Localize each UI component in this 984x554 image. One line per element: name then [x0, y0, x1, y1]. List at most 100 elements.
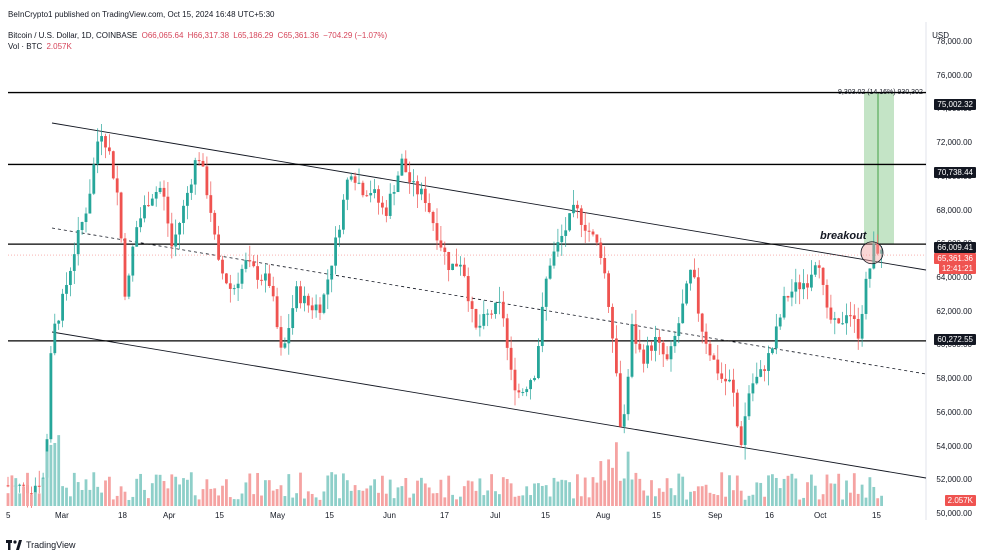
volume-bar — [810, 474, 813, 506]
x-tick-label: 15 — [872, 511, 881, 520]
candle-body — [228, 283, 232, 289]
volume-bar — [166, 488, 170, 506]
volume-bar — [798, 499, 802, 506]
volume-bar — [868, 477, 872, 506]
volume-bar — [654, 496, 657, 506]
volume-bar — [568, 482, 571, 506]
candle-body — [735, 392, 739, 427]
volume-bar — [22, 486, 25, 506]
candle-body — [755, 376, 759, 384]
candle-body — [72, 254, 76, 271]
volume-bar — [361, 490, 365, 506]
volume-bar — [490, 474, 493, 506]
candle-body — [104, 136, 107, 148]
y-tick-label: 64,000.00 — [936, 273, 972, 283]
volume-bar — [57, 435, 61, 506]
volume-bar — [182, 478, 185, 506]
volume-bar — [459, 496, 462, 506]
volume-line[interactable]: Vol · BTC 2.057K — [8, 42, 74, 51]
candle-body — [205, 166, 209, 196]
candle-body — [478, 325, 482, 328]
volume-bar — [96, 486, 100, 506]
candle-body — [681, 303, 685, 324]
volume-tag: 2.057K — [944, 495, 976, 506]
volume-bar — [69, 496, 72, 506]
candle-body — [451, 263, 454, 271]
x-tick-label: Jun — [383, 511, 396, 520]
candle-body — [525, 389, 529, 393]
volume-bar — [525, 486, 529, 506]
volume-bar — [271, 490, 275, 506]
volume-bar — [338, 498, 341, 506]
volume-bar — [310, 493, 314, 506]
volume-bar — [275, 489, 279, 506]
x-tick-label: 17 — [440, 511, 449, 520]
volume-bar — [14, 478, 18, 506]
candle-body — [798, 282, 802, 290]
x-tick-label: 15 — [541, 511, 550, 520]
x-tick-label: 15 — [325, 511, 334, 520]
publisher-text: BeInCrypto1 published on TradingView.com… — [8, 10, 275, 19]
volume-bar — [84, 479, 88, 506]
candle-body — [76, 230, 80, 255]
volume-bar — [880, 495, 883, 506]
candle-body — [759, 369, 763, 377]
candle-body — [189, 184, 193, 193]
volume-bar — [420, 477, 423, 506]
candle-body — [821, 267, 825, 285]
y-tick-label: 78,000.00 — [936, 37, 972, 47]
candle-body — [400, 158, 404, 176]
candle-body — [84, 213, 88, 223]
candle-body — [388, 193, 392, 216]
countdown-tag: 12:41:21 — [938, 263, 976, 274]
volume-bar — [252, 494, 256, 506]
volume-bar — [267, 480, 271, 506]
candle-body — [872, 243, 876, 269]
x-tick-label: 15 — [652, 511, 661, 520]
volume-bar — [260, 495, 263, 506]
volume-bar — [100, 492, 103, 506]
volume-bar — [759, 482, 763, 506]
candle-body — [669, 346, 673, 360]
candle-body — [482, 313, 486, 326]
footer-brand[interactable]: TradingView — [6, 540, 76, 550]
volume-bar — [326, 475, 330, 506]
volume-bar — [244, 482, 248, 506]
candle-body — [30, 493, 33, 495]
volume-bar — [193, 495, 197, 506]
x-tick-label: 15 — [215, 511, 224, 520]
candle-body — [751, 383, 755, 394]
volume-bar — [849, 492, 852, 506]
candle-body — [876, 243, 880, 254]
candle-body — [447, 252, 451, 271]
volume-bar — [778, 488, 782, 506]
volume-bar — [657, 488, 661, 506]
volume-bar — [646, 495, 649, 506]
volume-bar — [817, 499, 821, 506]
volume-bar — [833, 483, 837, 506]
candle-body — [533, 378, 536, 381]
y-tick-label: 52,000.00 — [936, 475, 972, 485]
candle-body — [162, 187, 166, 197]
candle-body — [299, 286, 302, 304]
volume-bar — [104, 480, 107, 506]
candle-body — [771, 348, 774, 354]
candle-body — [143, 205, 146, 219]
x-tick-label: 5 — [6, 511, 11, 520]
candle-body — [852, 315, 856, 319]
volume-bar — [572, 498, 575, 506]
candle-body — [782, 295, 786, 318]
candle-body — [287, 328, 291, 344]
candle-body — [459, 264, 462, 267]
volume-bar — [139, 473, 142, 506]
candle-body — [221, 259, 224, 274]
volume-bar — [431, 493, 435, 506]
candle-body — [37, 485, 41, 487]
volume-bar — [642, 490, 646, 506]
volume-bar — [767, 475, 770, 506]
candle-body — [260, 279, 263, 281]
symbol-line[interactable]: Bitcoin / U.S. Dollar, 1D, COINBASE O66,… — [8, 31, 389, 40]
volume-bar — [755, 482, 759, 506]
candle-body — [381, 202, 384, 208]
